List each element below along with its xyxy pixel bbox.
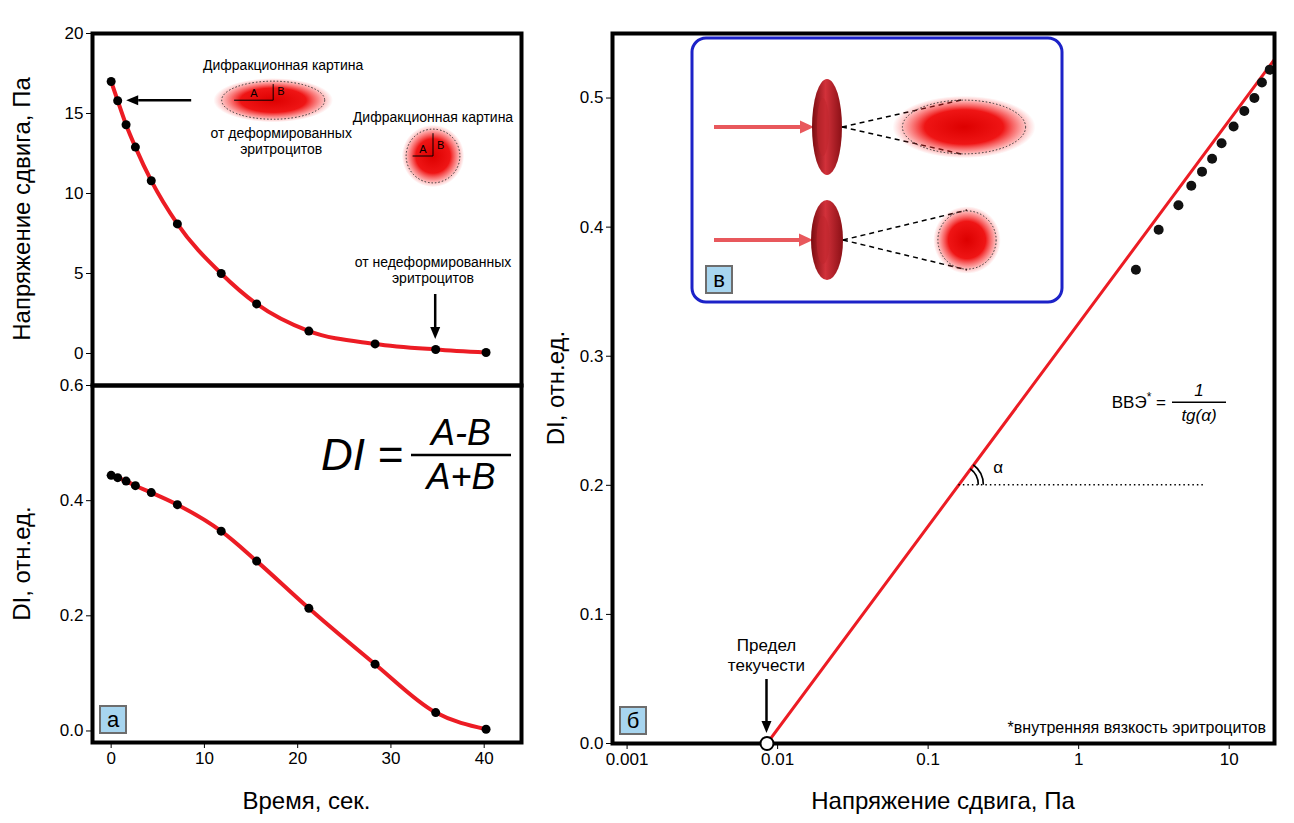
svg-text:0.1: 0.1: [580, 605, 604, 624]
svg-text:эритроцитов: эритроцитов: [240, 141, 322, 157]
svg-text:0.1: 0.1: [916, 750, 940, 769]
svg-text:1: 1: [1194, 381, 1203, 400]
svg-text:15: 15: [65, 104, 84, 123]
svg-text:10: 10: [65, 184, 84, 203]
svg-text:B: B: [437, 139, 444, 151]
svg-text:от деформированных: от деформированных: [210, 125, 351, 141]
svg-text:0.01: 0.01: [761, 750, 794, 769]
svg-text:10: 10: [195, 749, 214, 768]
svg-text:0.001: 0.001: [606, 750, 649, 769]
svg-text:A+B: A+B: [424, 456, 495, 497]
svg-text:от недеформированных: от недеформированных: [355, 254, 512, 270]
svg-text:20: 20: [65, 24, 84, 43]
svg-text:0.2: 0.2: [60, 606, 84, 625]
svg-text:A: A: [419, 143, 427, 155]
svg-text:α: α: [993, 458, 1003, 477]
svg-text:Дифракционная картина: Дифракционная картина: [353, 109, 514, 125]
svg-text:0.3: 0.3: [580, 347, 604, 366]
svg-text:0.4: 0.4: [60, 491, 84, 510]
svg-text:*внутренняя вязкость эритроцит: *внутренняя вязкость эритроцитов: [1008, 719, 1266, 736]
svg-text:20: 20: [288, 749, 307, 768]
svg-text:0.2: 0.2: [580, 476, 604, 495]
svg-text:A-B: A-B: [429, 412, 491, 453]
svg-text:5: 5: [74, 264, 83, 283]
svg-text:0.0: 0.0: [60, 721, 84, 740]
svg-text:а: а: [107, 707, 120, 732]
svg-text:DI, отн.ед.: DI, отн.ед.: [542, 331, 569, 446]
svg-text:в: в: [713, 267, 725, 292]
svg-text:Предел: Предел: [737, 636, 796, 655]
svg-text:DI, отн.ед.: DI, отн.ед.: [8, 506, 35, 621]
svg-text:б: б: [627, 708, 640, 733]
svg-text:ВВЭ* =: ВВЭ* =: [1112, 390, 1166, 412]
svg-text:текучести: текучести: [728, 656, 805, 675]
svg-text:Время, сек.: Время, сек.: [242, 787, 370, 814]
svg-text:A: A: [250, 87, 258, 99]
svg-text:Напряжение сдвига, Па: Напряжение сдвига, Па: [811, 787, 1075, 814]
svg-text:40: 40: [475, 749, 494, 768]
svg-text:0.0: 0.0: [580, 734, 604, 753]
svg-text:1: 1: [1074, 750, 1083, 769]
svg-text:B: B: [277, 85, 284, 97]
svg-text:0.6: 0.6: [60, 376, 84, 395]
svg-text:0.5: 0.5: [580, 88, 604, 107]
svg-text:10: 10: [1220, 750, 1239, 769]
svg-text:DI =: DI =: [321, 430, 403, 479]
svg-text:Напряжение сдвига, Па: Напряжение сдвига, Па: [8, 77, 35, 341]
svg-text:0: 0: [106, 749, 115, 768]
svg-text:tg(α): tg(α): [1181, 406, 1216, 425]
svg-text:Дифракционная картина: Дифракционная картина: [203, 57, 364, 73]
svg-text:0: 0: [74, 344, 83, 363]
svg-text:0.4: 0.4: [580, 218, 604, 237]
svg-text:эритроцитов: эритроцитов: [392, 270, 474, 286]
svg-text:30: 30: [381, 749, 400, 768]
